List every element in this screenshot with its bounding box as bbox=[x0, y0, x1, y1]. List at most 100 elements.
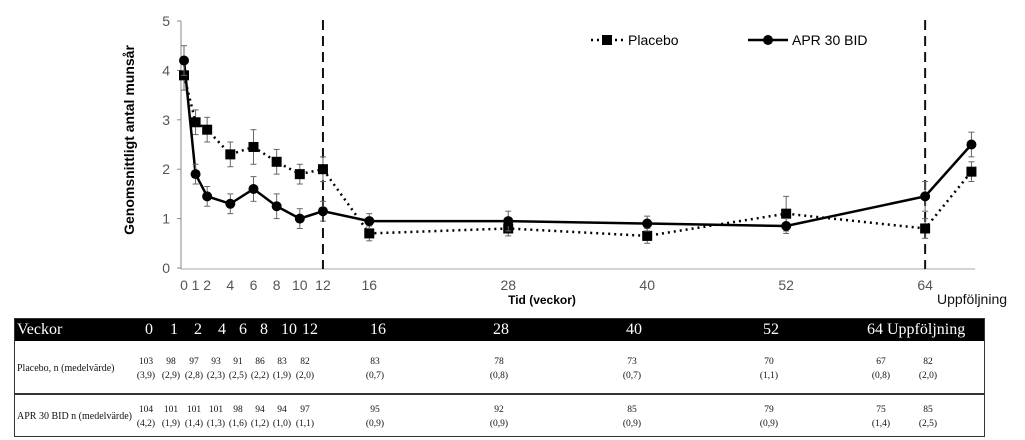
point-apr bbox=[190, 169, 201, 180]
column-header: 12 bbox=[302, 321, 318, 338]
table-cell: 101 (1,3) bbox=[207, 403, 225, 431]
point-placebo bbox=[225, 149, 236, 160]
point-apr bbox=[781, 221, 792, 232]
row-label: APR 30 BID n (medelvärde) bbox=[17, 411, 132, 422]
column-header: 52 bbox=[763, 321, 779, 338]
cell-value: 98 bbox=[166, 357, 176, 367]
cell-value: (1,9) bbox=[161, 419, 181, 429]
cell-value: 94 bbox=[277, 405, 287, 415]
cell-value: 92 bbox=[494, 405, 504, 415]
column-header: 0 bbox=[145, 321, 153, 338]
point-apr bbox=[179, 55, 189, 66]
table-cell: 101 (1,4) bbox=[185, 403, 203, 431]
cell-value: (2,2) bbox=[250, 371, 270, 381]
legend-marker-placebo bbox=[602, 35, 612, 45]
column-header: 4 bbox=[218, 321, 226, 338]
point-apr bbox=[503, 216, 514, 227]
point-placebo bbox=[920, 223, 931, 234]
y-tick-label: 1 bbox=[162, 211, 170, 227]
table-cell: 104 (4,2) bbox=[137, 403, 155, 431]
series-line-apr bbox=[182, 60, 973, 228]
point-placebo bbox=[202, 124, 213, 135]
table-header: Veckor 0 1 2 4 6 8 10 12 16 28 40 52 64 Uppföljning bbox=[15, 319, 984, 341]
table-cell: 94 (1,2) bbox=[251, 403, 269, 431]
point-apr bbox=[920, 191, 931, 202]
column-header: 40 bbox=[626, 321, 642, 338]
table-cell: 98 (2,9) bbox=[162, 355, 180, 383]
cell-value: 82 bbox=[923, 357, 933, 367]
table-cell: 83 (0,7) bbox=[366, 355, 384, 383]
cell-value: 85 bbox=[923, 405, 933, 415]
cell-value: 101 bbox=[186, 405, 202, 415]
column-header: 1 bbox=[170, 321, 178, 338]
table-cell: 95 (0,9) bbox=[366, 403, 384, 431]
x-tick-label: 28 bbox=[500, 277, 516, 293]
y-tick-label: 3 bbox=[162, 112, 170, 128]
point-apr bbox=[248, 183, 259, 194]
point-apr bbox=[294, 213, 305, 224]
point-placebo bbox=[317, 164, 328, 175]
column-header: 28 bbox=[493, 321, 509, 338]
cell-value: (0,8) bbox=[871, 371, 891, 381]
table-cell: 78 (0,8) bbox=[490, 355, 508, 383]
table-cell: 103 (3,9) bbox=[137, 355, 155, 383]
x-tick-label: 4 bbox=[226, 277, 234, 293]
table-cell: 93 (2,3) bbox=[207, 355, 225, 383]
cell-value: (0,9) bbox=[622, 419, 642, 429]
cell-value: (2,9) bbox=[161, 371, 181, 381]
cell-value: (3,9) bbox=[136, 371, 156, 381]
legend-label-apr: APR 30 BID bbox=[792, 32, 867, 48]
point-placebo bbox=[271, 156, 282, 167]
point-apr bbox=[317, 206, 328, 217]
table-cell: 85 (0,9) bbox=[623, 403, 641, 431]
x-tick-label: 0 bbox=[180, 277, 188, 293]
y-axis-title: Genomsnittligt antal munsår bbox=[121, 45, 137, 235]
y-tick-label: 5 bbox=[162, 13, 170, 29]
table-row-placebo: Placebo, n (medelvärde) 103 (3,9) 98 (2,9) 97… bbox=[15, 341, 984, 395]
cell-value: 95 bbox=[370, 405, 380, 415]
cell-value: (0,8) bbox=[489, 371, 509, 381]
table-cell: 82 (2,0) bbox=[919, 355, 937, 383]
column-header: 6 bbox=[239, 321, 247, 338]
cell-value: 83 bbox=[370, 357, 380, 367]
cell-value: 83 bbox=[277, 357, 287, 367]
legend-marker-apr bbox=[763, 35, 773, 45]
cell-value: 79 bbox=[764, 405, 774, 415]
point-placebo bbox=[190, 117, 201, 128]
table-cell: 92 (0,9) bbox=[490, 403, 508, 431]
legend-label-placebo: Placebo bbox=[628, 32, 679, 48]
point-placebo bbox=[966, 166, 977, 177]
x-tick-label: 52 bbox=[778, 277, 794, 293]
column-header: 64 Uppföljning bbox=[867, 321, 966, 338]
cell-value: (1,0) bbox=[272, 419, 292, 429]
cell-value: (1,9) bbox=[272, 371, 292, 381]
cell-value: (0,9) bbox=[759, 419, 779, 429]
cell-value: (2,0) bbox=[918, 371, 938, 381]
cell-value: (1,3) bbox=[206, 419, 226, 429]
cell-value: (0,7) bbox=[622, 371, 642, 381]
table-cell: 79 (0,9) bbox=[760, 403, 778, 431]
cell-value: (1,4) bbox=[871, 419, 891, 429]
table-cell: 67 (0,8) bbox=[872, 355, 890, 383]
table-cell: 83 (1,9) bbox=[273, 355, 291, 383]
column-header: 8 bbox=[260, 321, 268, 338]
row-label: Placebo, n (medelvärde) bbox=[17, 363, 115, 374]
cell-value: 104 bbox=[138, 405, 154, 415]
table-cell: 97 (1,1) bbox=[296, 403, 314, 431]
data-table: Veckor 0 1 2 4 6 8 10 12 16 28 40 52 64 Uppföljning P… bbox=[14, 318, 985, 437]
cell-value: 73 bbox=[627, 357, 637, 367]
cell-value: (1,2) bbox=[250, 419, 270, 429]
cell-value: 67 bbox=[876, 357, 886, 367]
point-placebo bbox=[364, 228, 375, 239]
cell-value: (2,3) bbox=[206, 371, 226, 381]
table-cell: 85 (2,5) bbox=[919, 403, 937, 431]
x-tick-label: 8 bbox=[273, 277, 281, 293]
table-cell: 91 (2,5) bbox=[229, 355, 247, 383]
cell-value: 97 bbox=[189, 357, 199, 367]
cell-value: (1,4) bbox=[184, 419, 204, 429]
table-cell: 98 (1,6) bbox=[229, 403, 247, 431]
point-apr bbox=[225, 198, 236, 209]
cell-value: 91 bbox=[233, 357, 243, 367]
table-cell: 82 (2,0) bbox=[296, 355, 314, 383]
point-apr bbox=[642, 218, 653, 229]
